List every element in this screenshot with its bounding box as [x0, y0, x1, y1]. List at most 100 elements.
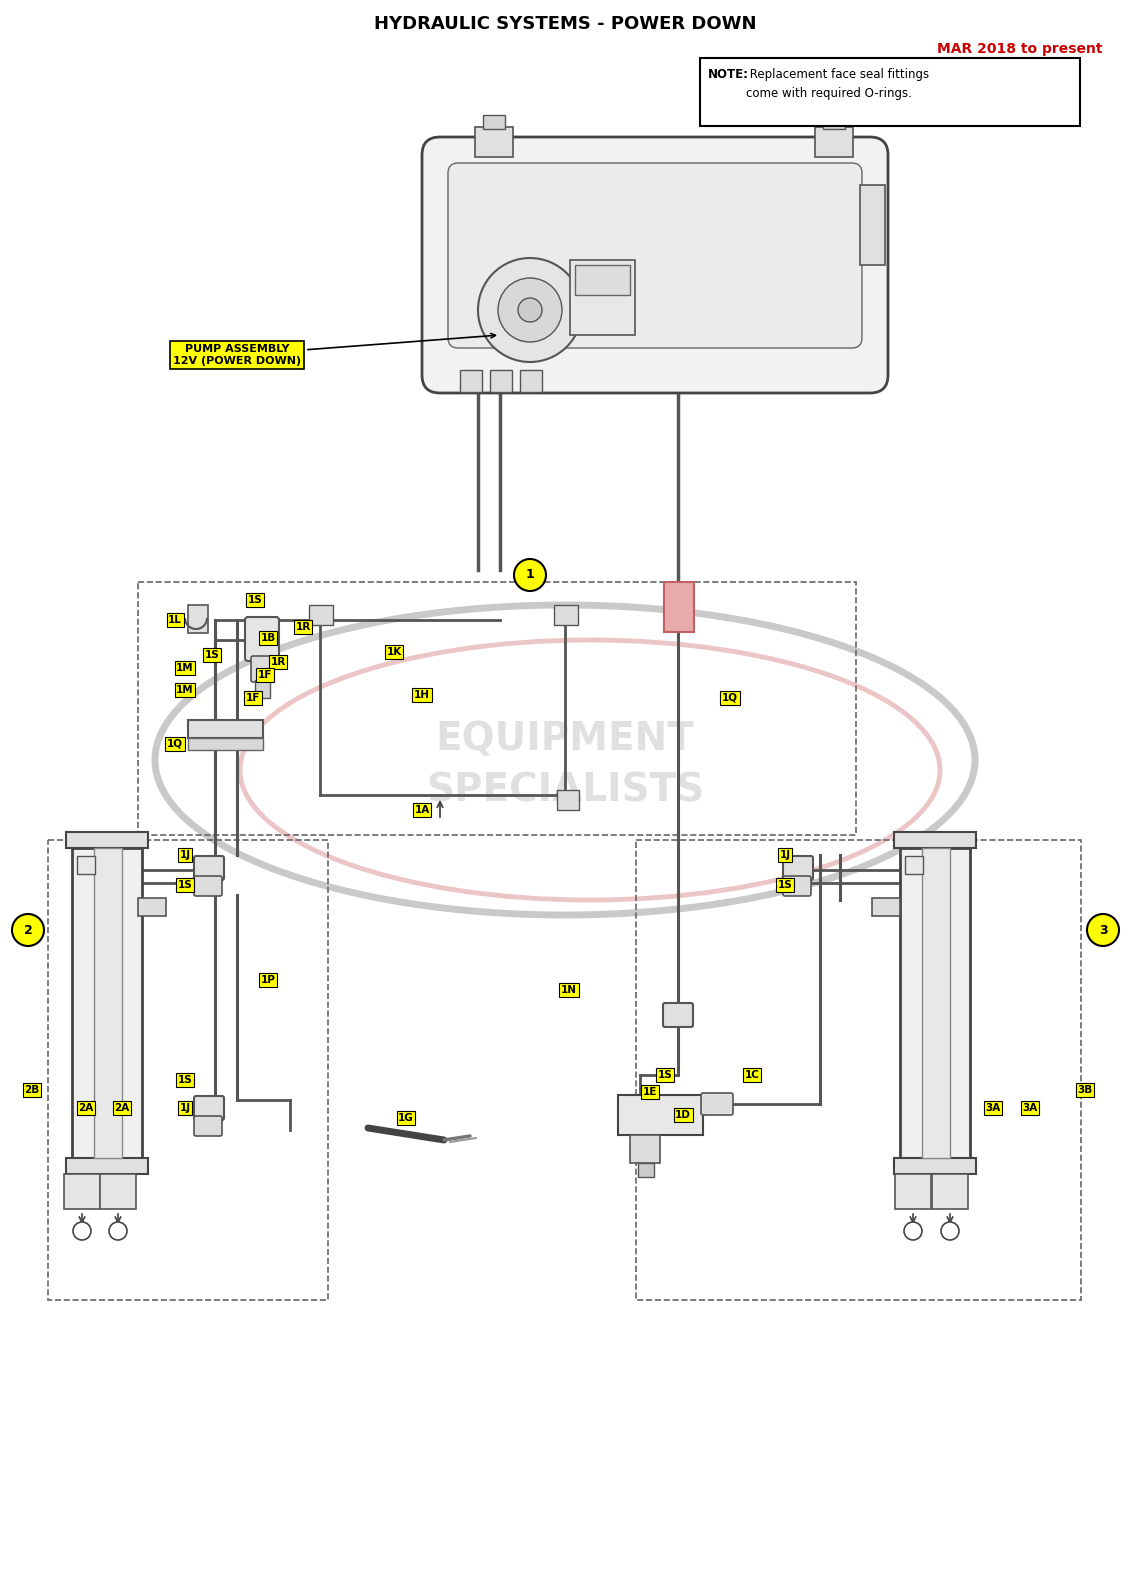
Bar: [254, 679, 270, 699]
Bar: [932, 1174, 968, 1209]
Text: 1S: 1S: [657, 1070, 672, 1080]
Bar: [860, 185, 884, 265]
Text: 1M: 1M: [176, 684, 193, 695]
Text: 1Q: 1Q: [167, 738, 183, 750]
Text: 1J: 1J: [180, 850, 190, 860]
FancyBboxPatch shape: [195, 1116, 222, 1136]
Text: 2: 2: [24, 924, 33, 936]
Circle shape: [1087, 914, 1119, 946]
FancyBboxPatch shape: [195, 876, 222, 896]
FancyBboxPatch shape: [195, 857, 224, 880]
Text: 1S: 1S: [205, 651, 219, 660]
FancyBboxPatch shape: [422, 137, 888, 392]
Text: PUMP ASSEMBLY
12V (POWER DOWN): PUMP ASSEMBLY 12V (POWER DOWN): [173, 333, 495, 365]
Bar: [138, 898, 166, 916]
FancyBboxPatch shape: [783, 857, 813, 880]
Text: 1: 1: [526, 568, 534, 582]
Bar: [922, 849, 950, 1158]
Bar: [188, 605, 208, 633]
Circle shape: [498, 278, 562, 341]
Bar: [823, 115, 845, 129]
Text: 1G: 1G: [398, 1113, 414, 1123]
Bar: [636, 841, 1081, 1300]
Circle shape: [74, 1222, 90, 1239]
Bar: [893, 1158, 976, 1174]
Bar: [872, 898, 900, 916]
Text: 1P: 1P: [260, 975, 276, 986]
Text: 1K: 1K: [387, 648, 402, 657]
Text: 1B: 1B: [260, 633, 276, 643]
Circle shape: [941, 1222, 959, 1239]
Bar: [575, 265, 630, 295]
Circle shape: [904, 1222, 922, 1239]
FancyBboxPatch shape: [701, 1093, 733, 1115]
Bar: [188, 738, 264, 750]
FancyBboxPatch shape: [783, 876, 811, 896]
Text: 1R: 1R: [270, 657, 286, 667]
Text: 3A: 3A: [985, 1104, 1001, 1113]
Bar: [72, 849, 143, 1158]
Text: 3: 3: [1098, 924, 1107, 936]
Text: 1J: 1J: [779, 850, 791, 860]
Bar: [900, 849, 970, 1158]
Bar: [570, 260, 634, 335]
FancyBboxPatch shape: [251, 656, 273, 683]
Bar: [815, 128, 853, 156]
Bar: [100, 1174, 136, 1209]
Bar: [895, 1174, 931, 1209]
FancyBboxPatch shape: [448, 163, 862, 348]
Text: MAR 2018 to present: MAR 2018 to present: [938, 41, 1103, 56]
Circle shape: [518, 298, 542, 322]
Bar: [138, 582, 856, 836]
Text: 1D: 1D: [675, 1110, 691, 1120]
Bar: [483, 115, 506, 129]
Bar: [94, 849, 122, 1158]
Text: 1S: 1S: [178, 880, 192, 890]
Text: Replacement face seal fittings
come with required O-rings.: Replacement face seal fittings come with…: [746, 69, 930, 100]
Text: HYDRAULIC SYSTEMS - POWER DOWN: HYDRAULIC SYSTEMS - POWER DOWN: [374, 14, 757, 33]
Bar: [905, 857, 923, 874]
Text: 1J: 1J: [180, 1104, 190, 1113]
Text: 2A: 2A: [78, 1104, 94, 1113]
Text: 1S: 1S: [778, 880, 793, 890]
Text: 1E: 1E: [642, 1088, 657, 1097]
Bar: [309, 605, 333, 625]
Bar: [48, 841, 328, 1300]
Circle shape: [12, 914, 44, 946]
Text: 1L: 1L: [169, 616, 182, 625]
Bar: [475, 128, 513, 156]
Bar: [638, 1163, 654, 1177]
Bar: [77, 857, 95, 874]
Bar: [556, 790, 579, 810]
Bar: [64, 1174, 100, 1209]
Text: 3B: 3B: [1078, 1085, 1093, 1096]
Bar: [893, 833, 976, 849]
Bar: [66, 833, 148, 849]
Text: 1M: 1M: [176, 664, 193, 673]
Text: 2A: 2A: [114, 1104, 130, 1113]
Text: 1F: 1F: [258, 670, 273, 679]
Text: 1H: 1H: [414, 691, 430, 700]
Text: 1C: 1C: [744, 1070, 759, 1080]
Bar: [520, 370, 542, 392]
Text: NOTE:: NOTE:: [708, 69, 749, 81]
Circle shape: [109, 1222, 127, 1239]
Text: 1Q: 1Q: [722, 692, 739, 703]
Text: 1S: 1S: [178, 1075, 192, 1085]
Bar: [554, 605, 578, 625]
Text: 1A: 1A: [414, 805, 430, 815]
Bar: [618, 1096, 703, 1136]
Circle shape: [478, 258, 582, 362]
Text: 1N: 1N: [561, 986, 577, 995]
Bar: [66, 1158, 148, 1174]
FancyBboxPatch shape: [195, 1096, 224, 1120]
Circle shape: [513, 558, 546, 592]
Text: EQUIPMENT: EQUIPMENT: [435, 721, 694, 759]
Bar: [666, 598, 690, 617]
Bar: [630, 1136, 661, 1163]
Bar: [490, 370, 512, 392]
Text: 1S: 1S: [248, 595, 262, 605]
Text: 1F: 1F: [245, 692, 260, 703]
Text: 3A: 3A: [1022, 1104, 1037, 1113]
Text: 2B: 2B: [25, 1085, 40, 1096]
